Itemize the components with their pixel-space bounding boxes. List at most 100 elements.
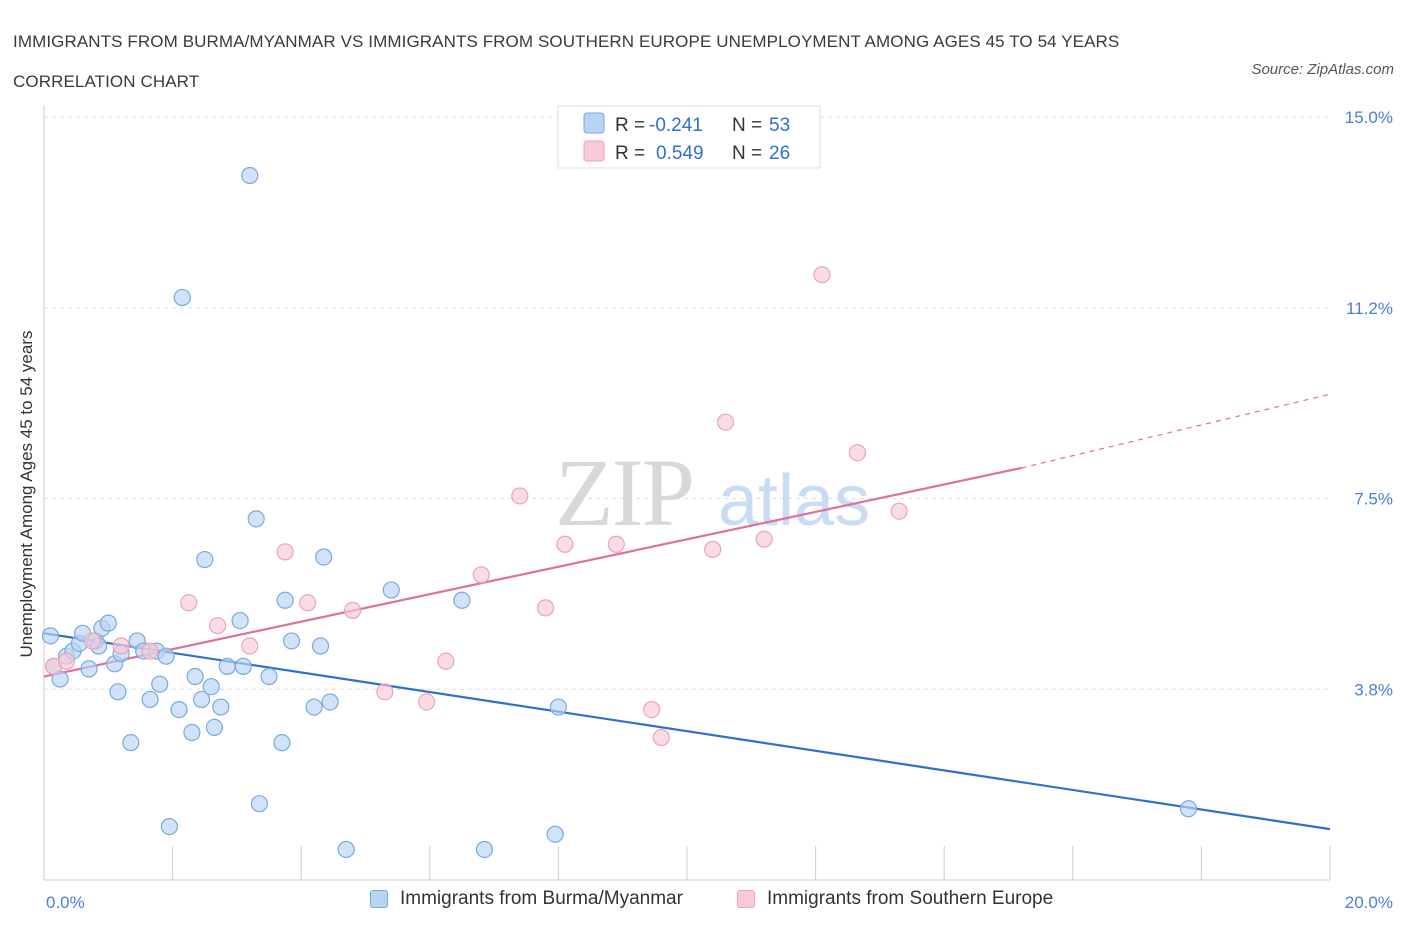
point-burma-22 [160,817,178,836]
point-burma-25 [183,723,201,742]
point-burma-47 [453,591,471,609]
source-label: Source: ZipAtlas.com [1251,61,1394,78]
point-burma-15 [122,734,140,752]
tick-labels: 3.8% 7.5% 11.2% 15.0% 0.0% 20.0% [46,108,1393,912]
trend-line-southern-europe-extension [1021,393,1331,469]
y-axis-title: Unemployment Among Ages 45 to 54 years [17,331,36,658]
point-southern-europe-5 [180,594,198,612]
legend-item-burma[interactable]: Immigrants from Burma/Myanmar [370,888,683,910]
x-tick-label-1: 20.0% [1345,893,1393,912]
point-burma-36 [250,795,269,813]
legend-item-southern-europe[interactable]: Immigrants from Southern Europe [737,888,1053,910]
point-burma-51 [1179,800,1198,818]
point-burma-31 [218,657,236,675]
point-burma-50 [549,698,568,716]
point-southern-europe-24 [813,266,831,284]
point-burma-24 [173,288,191,307]
grid-lines [44,116,1330,690]
legend-r-label-blue: R = [615,115,645,136]
legend-r-value-pink: 0.549 [656,143,704,164]
trend-lines [43,393,1331,831]
point-southern-europe-2 [83,632,101,650]
point-southern-europe-12 [417,693,436,711]
legend-label-southern-europe: Immigrants from Southern Europe [767,888,1054,909]
point-burma-33 [234,657,252,675]
legend-swatch-southern-europe [737,890,755,908]
x-tick-label-0: 0.0% [46,893,85,912]
point-southern-europe-8 [276,543,294,561]
point-southern-europe-15 [511,487,529,505]
bottom-legend: Immigrants from Burma/Myanmar Immigrants… [0,888,1406,918]
legend-r-label-pink: R = [615,143,645,164]
legend-swatch-burma [370,890,388,908]
point-burma-48 [475,840,494,859]
legend-r-value-blue: -0.241 [649,115,703,136]
point-southern-europe-7 [241,637,259,655]
point-southern-europe-21 [704,540,722,558]
point-southern-europe-10 [344,601,362,620]
point-southern-europe-26 [890,502,908,520]
point-burma-30 [212,698,230,716]
legend-swatch-pink [583,140,605,162]
trend-line-burma [43,632,1331,831]
point-southern-europe-9 [299,594,317,612]
point-southern-europe-14 [472,566,490,584]
point-southern-europe-11 [376,683,394,701]
point-burma-34 [241,166,259,185]
point-burma-20 [151,675,169,693]
point-southern-europe-19 [643,700,661,719]
y-tick-label-1: 7.5% [1354,490,1393,509]
legend-n-value-blue: 53 [769,115,790,136]
point-burma-40 [282,632,301,650]
legend-n-label-pink: N = [732,143,762,164]
axes [43,105,1331,881]
point-burma-23 [170,700,188,719]
point-burma-44 [321,693,339,711]
point-southern-europe-13 [437,652,455,670]
watermark-zip: ZIP [555,439,693,546]
watermark-atlas: atlas [718,461,870,541]
y-tick-label-2: 11.2% [1346,299,1393,318]
point-southern-europe-23 [755,530,773,548]
point-burma-49 [546,825,564,843]
point-burma-37 [260,667,278,686]
point-burma-11 [99,614,117,632]
point-southern-europe-18 [607,535,625,553]
point-burma-0 [41,627,60,645]
legend-label-burma: Immigrants from Burma/Myanmar [400,888,683,909]
legend-n-label-blue: N = [732,115,762,136]
top-legend: R = -0.241 N = 53 R = 0.549 N = 26 [557,105,821,169]
point-burma-28 [202,678,220,696]
point-burma-45 [337,840,355,859]
point-southern-europe-20 [652,728,670,747]
point-southern-europe-6 [209,617,227,635]
point-burma-29 [205,718,223,737]
point-burma-39 [276,591,294,609]
point-burma-52 [196,550,214,569]
point-burma-41 [305,698,323,716]
point-southern-europe-1 [57,652,76,670]
point-burma-18 [141,690,159,709]
point-burma-13 [109,683,127,701]
point-southern-europe-4 [141,642,159,660]
point-burma-38 [273,734,291,752]
chart-title: IMMIGRANTS FROM BURMA/MYANMAR VS IMMIGRA… [13,32,1120,91]
point-burma-42 [311,637,330,655]
point-burma-35 [247,510,265,528]
point-southern-europe-17 [556,535,574,553]
point-burma-7 [80,660,98,678]
point-burma-26 [186,667,204,686]
point-southern-europe-22 [716,413,735,431]
trend-line-southern-europe [43,466,1022,678]
watermark: ZIP atlas [555,439,870,546]
legend-swatch-blue [583,112,605,134]
point-southern-europe-25 [848,444,866,462]
y-tick-label-3: 15.0% [1345,108,1393,127]
point-burma-32 [231,611,249,630]
point-burma-21 [157,647,175,665]
legend-n-value-pink: 26 [769,143,790,164]
point-burma-46 [382,581,400,599]
point-burma-27 [192,690,211,709]
y-tick-label-0: 3.8% [1354,680,1393,699]
